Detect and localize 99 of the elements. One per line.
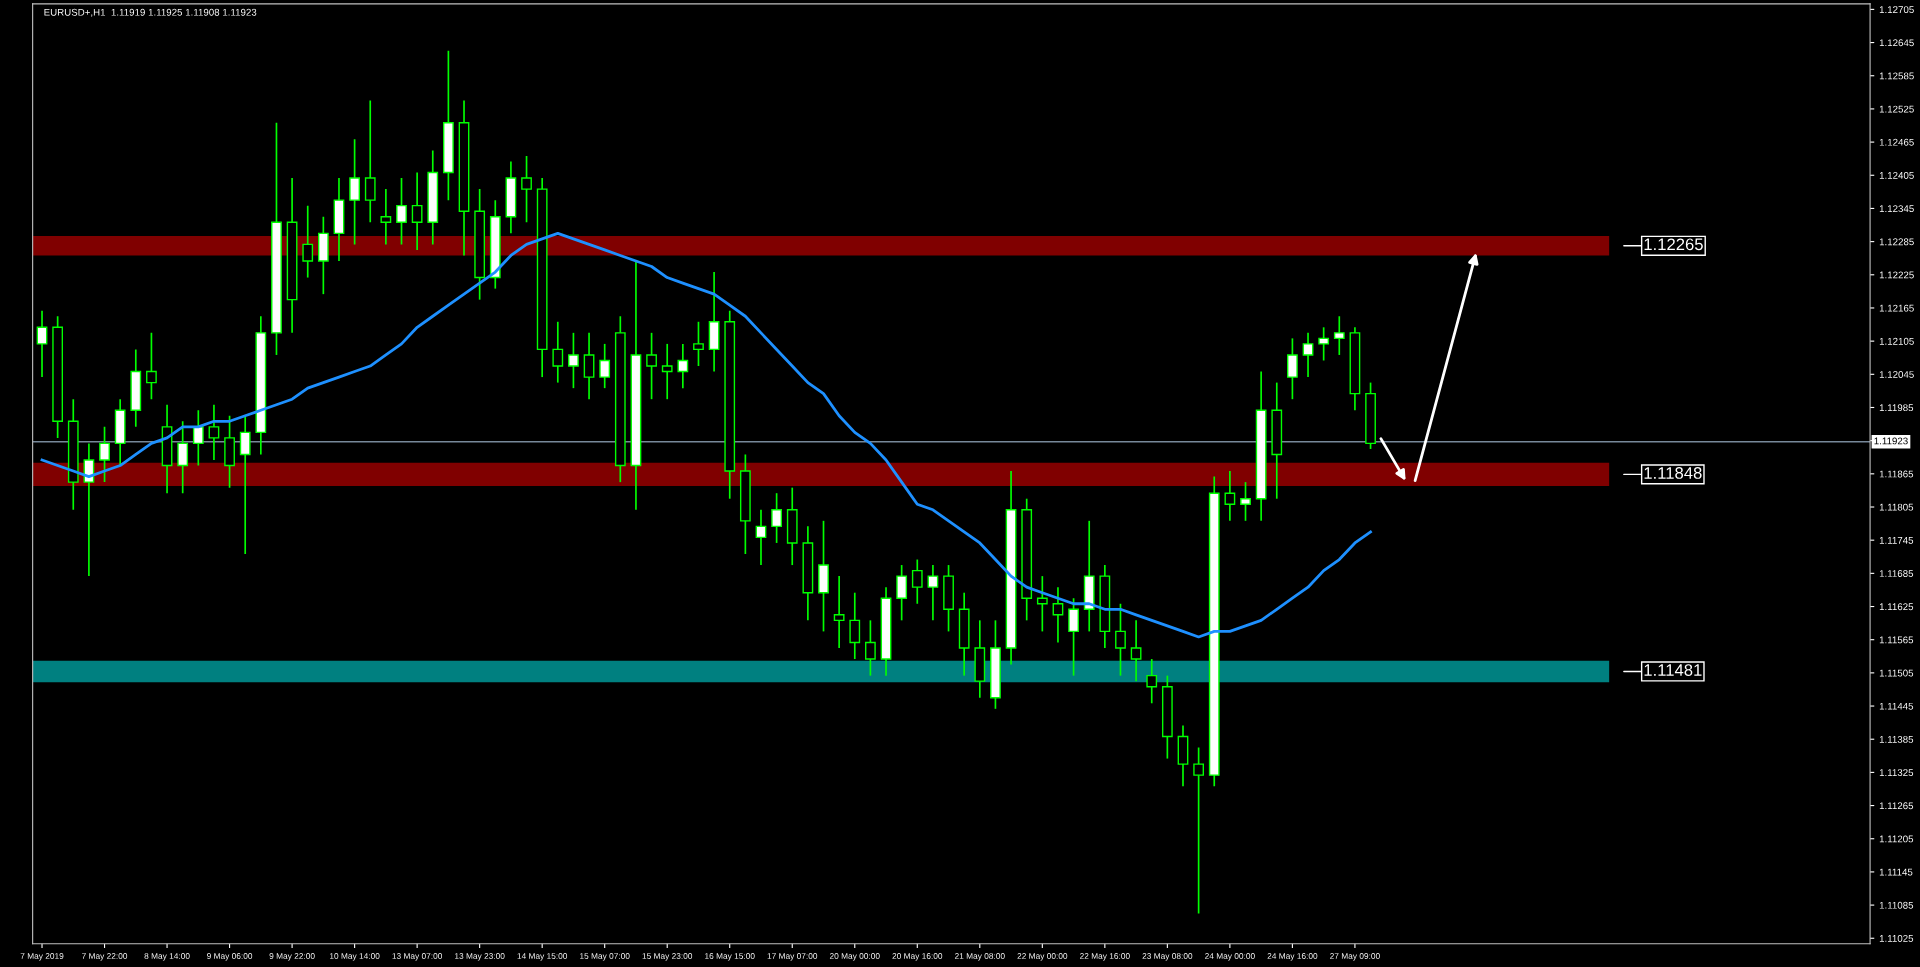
candlestick: [865, 619, 876, 677]
candlestick: [1193, 746, 1205, 915]
candlestick: [239, 414, 251, 555]
candlestick: [646, 332, 657, 401]
candlestick: [1224, 470, 1236, 522]
y-tick-label: 1.11625: [1879, 603, 1914, 611]
x-tick-label: 9 May 22:00: [269, 953, 315, 961]
candlestick: [1036, 575, 1048, 633]
x-tick-label: 15 May 07:00: [580, 953, 630, 961]
candlestick: [177, 420, 189, 495]
y-tick-label: 1.11745: [1879, 537, 1914, 544]
x-tick-label: 24 May 16:00: [1267, 953, 1318, 961]
candlestick: [755, 508, 767, 566]
x-tick-label: 20 May 00:00: [829, 953, 880, 961]
y-tick-label: 1.12105: [1879, 337, 1914, 345]
candlestick: [833, 575, 845, 649]
x-tick-label: 13 May 23:00: [455, 953, 505, 961]
x-tick-label: 17 May 07:00: [767, 953, 818, 961]
x-tick-label: 20 May 16:00: [892, 953, 943, 961]
candlestick: [771, 492, 783, 544]
candlestick: [1240, 481, 1251, 522]
candlestick: [693, 320, 704, 367]
candlestick: [380, 188, 392, 246]
candlestick: [411, 171, 423, 251]
y-tick-label: 1.11205: [1879, 835, 1914, 843]
candlestick: [364, 99, 376, 224]
x-tick-label: 22 May 00:00: [1017, 953, 1068, 961]
y-tick-label: 1.12225: [1879, 271, 1914, 279]
candlestick: [1318, 326, 1330, 362]
band-label: 1.11848: [1644, 467, 1702, 479]
x-tick-label: 15 May 23:00: [642, 953, 693, 961]
candlestick: [36, 309, 48, 378]
band-label: 1.11481: [1644, 664, 1702, 676]
y-tick-label: 1.12045: [1879, 371, 1914, 378]
y-tick-label: 1.12585: [1879, 72, 1914, 80]
x-tick-label: 16 May 15:00: [705, 953, 755, 961]
y-tick-label: 1.11685: [1879, 570, 1914, 577]
candlestick: [1287, 337, 1298, 401]
x-tick-label: 21 May 08:00: [954, 953, 1005, 961]
x-tick-label: 24 May 00:00: [1205, 953, 1255, 961]
candlestick: [1068, 597, 1079, 677]
y-tick-label: 1.11565: [1879, 636, 1914, 644]
candlestick: [583, 332, 595, 401]
candlestick: [1146, 658, 1158, 705]
candlestick: [552, 320, 564, 384]
y-tick-label: 1.11865: [1879, 470, 1914, 478]
y-tick-label: 1.11145: [1879, 868, 1913, 876]
candlestick: [302, 204, 314, 279]
y-tick-label: 1.12525: [1879, 105, 1914, 113]
y-tick-label: 1.11025: [1879, 935, 1914, 942]
y-tick-label: 1.12465: [1879, 138, 1914, 146]
candlestick: [599, 343, 611, 389]
x-tick-label: 14 May 15:00: [517, 953, 568, 961]
x-tick-label: 23 May 08:00: [1142, 953, 1193, 961]
candlestick: [99, 425, 110, 483]
x-tick-label: 10 May 14:00: [330, 953, 380, 961]
ref-line-label: 1.11923: [1874, 437, 1908, 445]
y-tick-label: 1.11985: [1879, 404, 1914, 412]
x-tick-label: 7 May 2019: [20, 953, 64, 961]
x-tick-label: 7 May 22:00: [82, 953, 128, 961]
y-tick-label: 1.12285: [1879, 238, 1914, 246]
candlestick: [568, 332, 579, 389]
candlestick: [911, 558, 923, 605]
x-tick-label: 8 May 14:00: [144, 953, 190, 961]
candlestick: [927, 564, 939, 622]
y-tick-label: 1.12705: [1879, 6, 1914, 14]
chart-title: EURUSD+,H1 1.11919 1.11925 1.11908 1.11923: [44, 8, 257, 17]
candlestick: [396, 177, 407, 246]
y-tick-label: 1.12345: [1879, 205, 1914, 213]
x-tick-label: 9 May 06:00: [207, 953, 253, 961]
y-tick-label: 1.11265: [1879, 802, 1914, 810]
candlestick: [1115, 602, 1126, 677]
line-series: [40, 231, 1372, 639]
candlestick: [1130, 619, 1142, 683]
candlestick: [146, 332, 157, 401]
candlestick: [677, 343, 689, 389]
candlestick: [192, 409, 204, 467]
candlestick: [208, 403, 220, 461]
y-tick-label: 1.11805: [1879, 503, 1914, 511]
candlestick: [1333, 315, 1345, 356]
y-tick-label: 1.12165: [1879, 304, 1914, 312]
candlestick: [1052, 586, 1064, 644]
x-tick-label: 22 May 16:00: [1080, 953, 1130, 961]
candlestick: [849, 591, 861, 660]
band-label: 1.12265: [1644, 238, 1703, 251]
y-tick-label: 1.11505: [1879, 669, 1914, 677]
candlestick: [896, 564, 908, 622]
x-tick-label: 27 May 09:00: [1330, 953, 1380, 961]
y-tick-label: 1.11325: [1879, 769, 1914, 777]
candlestick: [661, 343, 673, 401]
y-tick-label: 1.11385: [1879, 735, 1914, 743]
candlestick: [521, 155, 532, 224]
y-tick-label: 1.12405: [1879, 172, 1914, 179]
y-tick-label: 1.11085: [1879, 901, 1914, 909]
candlestick: [1302, 332, 1314, 378]
y-tick-label: 1.12645: [1879, 39, 1914, 47]
x-tick-label: 13 May 07:00: [392, 953, 443, 961]
y-tick-label: 1.11445: [1879, 702, 1914, 710]
candlestick: [349, 138, 360, 246]
